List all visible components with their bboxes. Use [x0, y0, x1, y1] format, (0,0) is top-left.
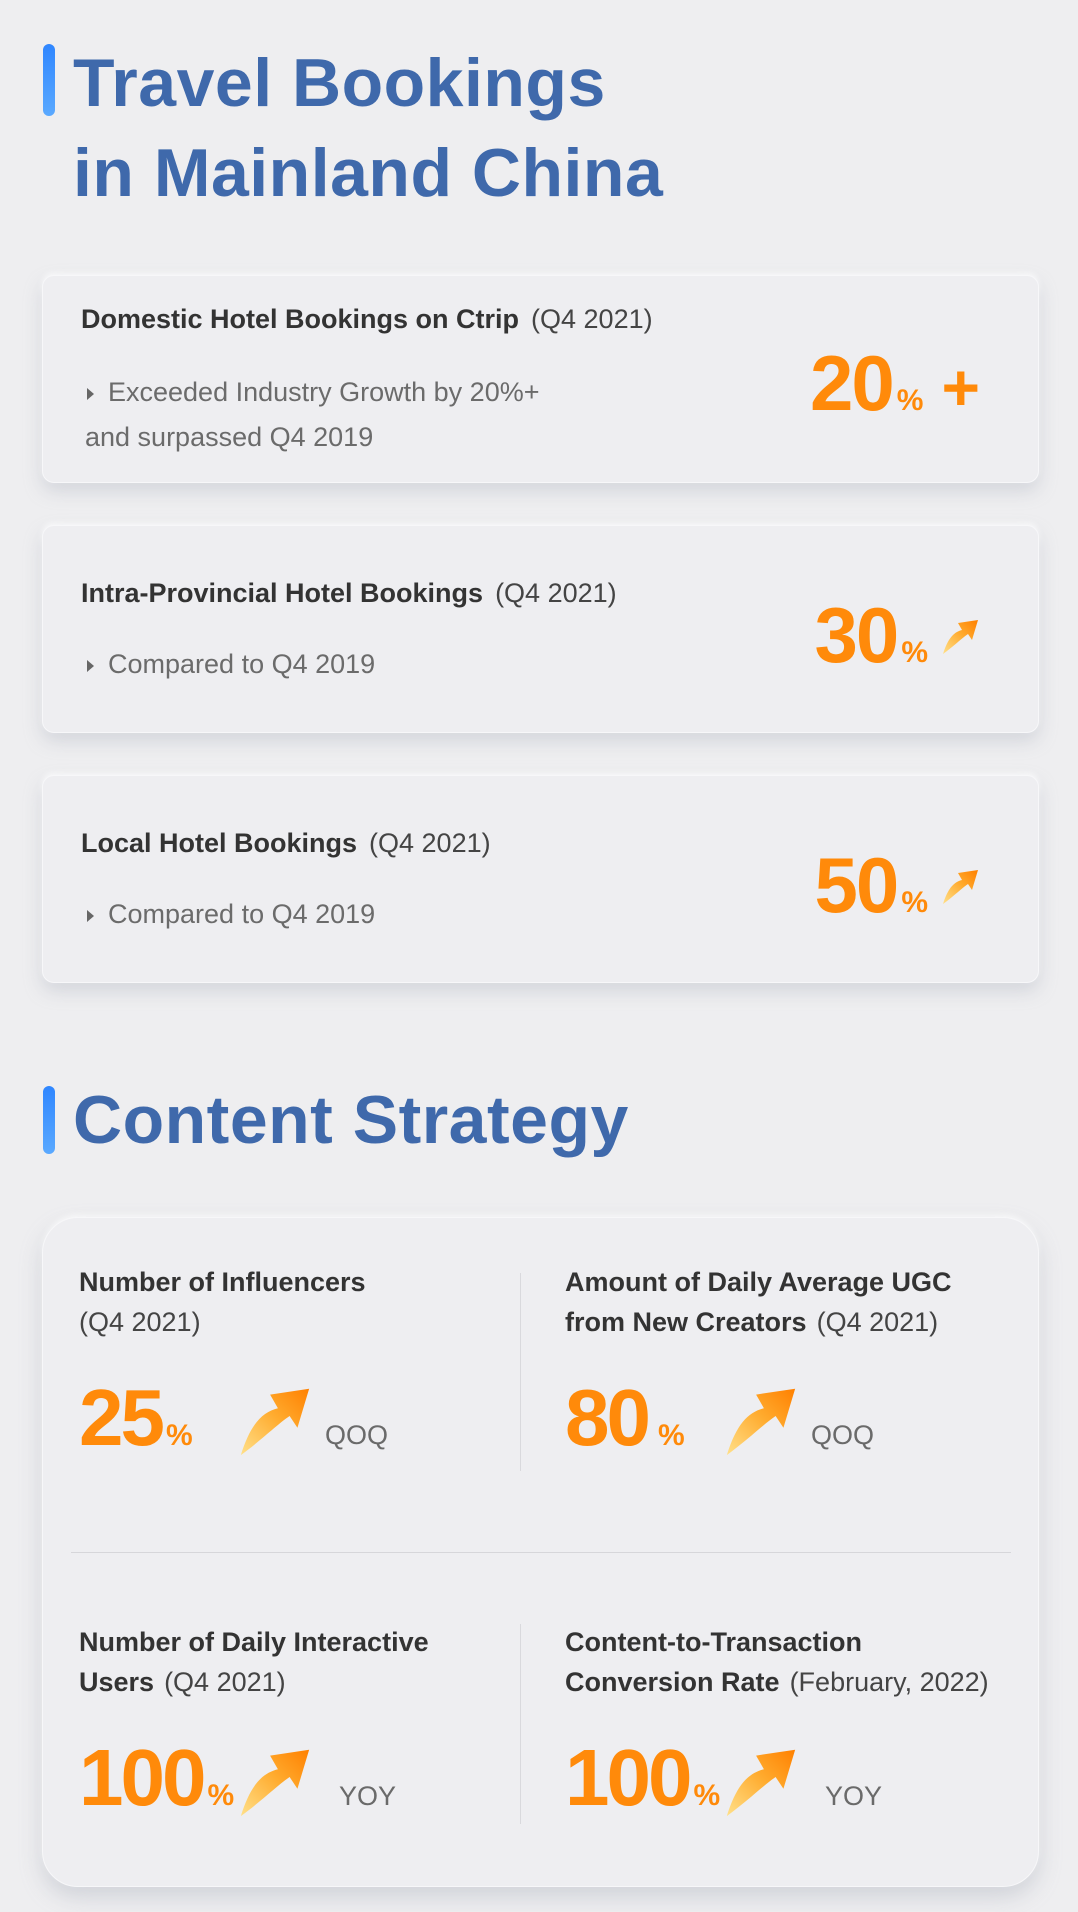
bullet-triangle-icon — [87, 659, 94, 672]
stat-unit: % — [693, 1779, 721, 1812]
title-line-2: in Mainland China — [73, 135, 664, 211]
card-local-hotel-bookings: Local Hotel Bookings (Q4 2021) Compared t… — [42, 775, 1039, 983]
metric-title: Number of Daily Interactive Users (Q4 202… — [79, 1622, 429, 1702]
bullet-line-1: Compared to Q4 2019 — [108, 899, 376, 929]
bullet-triangle-icon — [87, 387, 94, 400]
stat-value: 100 — [565, 1733, 692, 1822]
up-arrow-icon — [943, 870, 978, 904]
section-title-text: Travel Bookings in Mainland China — [73, 38, 663, 218]
stat-unit: % — [901, 636, 928, 669]
metric-stat: 25% — [79, 1372, 193, 1464]
metric-period: (Q4 2021) — [816, 1307, 939, 1337]
compare-label: YOY — [339, 1781, 397, 1811]
metric-title: Number of Influencers (Q4 2021) — [79, 1262, 366, 1342]
up-arrow-icon — [943, 620, 978, 654]
horizontal-divider — [71, 1552, 1011, 1553]
bullet-line-1: Compared to Q4 2019 — [108, 649, 376, 679]
stat-unit: % — [165, 1419, 193, 1452]
card-stat: 50% — [815, 840, 980, 931]
up-arrow-icon — [240, 1749, 310, 1817]
up-arrow-icon — [726, 1749, 796, 1817]
compare-label: YOY — [825, 1781, 883, 1811]
metric-title-line-1: Number of Influencers — [79, 1267, 366, 1297]
metric-title-line-2: Users — [79, 1667, 155, 1697]
card-title-label: Local Hotel Bookings — [81, 828, 358, 858]
card-period: (Q4 2021) — [531, 304, 653, 334]
bullet-line-1: Exceeded Industry Growth by 20%+ — [108, 377, 540, 407]
card-title-label: Intra-Provincial Hotel Bookings — [81, 578, 484, 608]
stat-value: 80 — [565, 1373, 651, 1462]
metric-period: (Q4 2021) — [164, 1667, 286, 1697]
up-arrow-icon — [240, 1388, 310, 1456]
stat-value: 30 — [814, 591, 900, 679]
card-bullet: Compared to Q4 2019 — [87, 892, 375, 937]
stat-suffix: + — [941, 350, 980, 424]
metric-period: (February, 2022) — [789, 1667, 989, 1697]
compare-label: QOQ — [811, 1420, 875, 1450]
card-stat: 20% + — [810, 338, 980, 429]
stat-value: 25 — [79, 1373, 165, 1462]
stat-unit: % — [896, 384, 924, 417]
metric-title: Amount of Daily Average UGC from New Cre… — [565, 1262, 952, 1342]
metric-title-line-2: from New Creators — [565, 1307, 807, 1337]
bullet-triangle-icon — [87, 909, 94, 922]
card-domestic-hotel-bookings: Domestic Hotel Bookings on Ctrip (Q4 2021… — [42, 275, 1039, 483]
stat-value: 50 — [814, 841, 900, 929]
card-title: Intra-Provincial Hotel Bookings (Q4 2021) — [81, 578, 617, 609]
card-bullet: Compared to Q4 2019 — [87, 642, 375, 687]
metric-period: (Q4 2021) — [79, 1307, 201, 1337]
stat-unit: % — [207, 1779, 235, 1812]
content-strategy-card: Number of Influencers (Q4 2021) 25% QOQ … — [42, 1217, 1039, 1887]
bullet-line-2: and surpassed Q4 2019 — [85, 422, 374, 452]
section-title-travel-bookings: Travel Bookings in Mainland China — [43, 38, 663, 218]
card-period: (Q4 2021) — [495, 578, 617, 608]
card-title: Domestic Hotel Bookings on Ctrip (Q4 2021… — [81, 304, 653, 335]
stat-unit: % — [901, 886, 928, 919]
metric-title-line-1: Content-to-Transaction — [565, 1627, 862, 1657]
metric-title-line-2: Conversion Rate — [565, 1667, 780, 1697]
card-title-label: Domestic Hotel Bookings on Ctrip — [81, 304, 520, 334]
vertical-divider-top — [520, 1273, 521, 1471]
title-accent-bar — [43, 1086, 55, 1154]
vertical-divider-bottom — [520, 1624, 521, 1824]
stat-unit: % — [657, 1419, 685, 1452]
card-stat: 30% — [815, 590, 980, 681]
metric-stat: 100% — [79, 1732, 234, 1824]
section-title-text: Content Strategy — [73, 1082, 629, 1158]
metric-stat: 80% — [565, 1372, 685, 1464]
compare-label: QOQ — [325, 1420, 389, 1450]
stat-value: 100 — [79, 1733, 206, 1822]
metric-title-line-1: Amount of Daily Average UGC — [565, 1267, 952, 1297]
up-arrow-icon — [726, 1388, 796, 1456]
card-title: Local Hotel Bookings (Q4 2021) — [81, 828, 491, 859]
card-bullet: Exceeded Industry Growth by 20%+ and sur… — [85, 370, 540, 460]
metric-title-line-1: Number of Daily Interactive — [79, 1627, 429, 1657]
card-period: (Q4 2021) — [369, 828, 491, 858]
metric-title: Content-to-Transaction Conversion Rate (F… — [565, 1622, 989, 1702]
title-line-1: Travel Bookings — [73, 45, 606, 121]
stat-value: 20 — [810, 339, 895, 427]
card-intra-provincial-bookings: Intra-Provincial Hotel Bookings (Q4 2021)… — [42, 525, 1039, 733]
metric-stat: 100% — [565, 1732, 720, 1824]
section-title-content-strategy: Content Strategy — [43, 1075, 629, 1165]
title-accent-bar — [43, 44, 55, 116]
